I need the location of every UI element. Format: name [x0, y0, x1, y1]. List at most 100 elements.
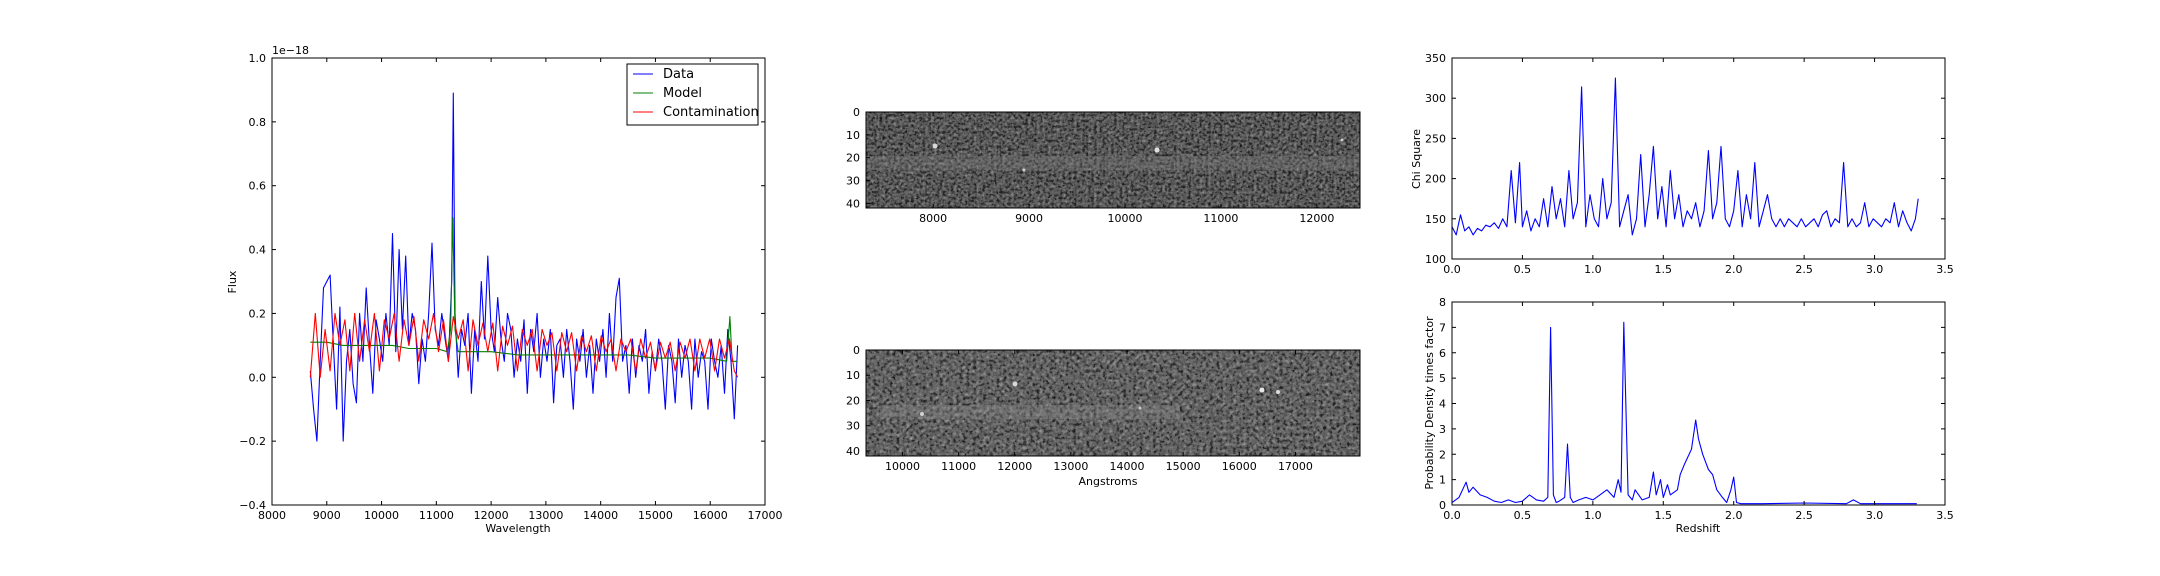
- image-bottom-x-tick-label: 15000: [1166, 460, 1201, 473]
- image-top-x-tick-label: 12000: [1299, 212, 1334, 225]
- legend-label-contamination: Contamination: [663, 105, 759, 120]
- image-bottom-noise: [866, 350, 1360, 456]
- image-bottom-x-tick-label: 17000: [1278, 460, 1313, 473]
- image-bottom-x-axis-label: Angstroms: [1079, 475, 1138, 488]
- image-bottom-x-tick-label: 12000: [997, 460, 1032, 473]
- probability-density-y-tick-label: 6: [1439, 347, 1446, 360]
- probability-density-x-tick-label: 3.5: [1936, 509, 1954, 522]
- image-bottom-y-tick-label: 0: [853, 344, 860, 357]
- probability-density-axes-frame: [1451, 301, 1946, 506]
- image-top-hot-pixel: [1154, 147, 1160, 153]
- chi-square-x-tick-label: 2.5: [1795, 263, 1813, 276]
- legend-label-data: Data: [663, 67, 694, 82]
- image-top-y-ticks: 0 10 20 30 40: [846, 106, 870, 210]
- probability-density-x-tick-label: 1.5: [1655, 509, 1673, 522]
- image-top-y-tick-label: 30: [846, 175, 860, 188]
- image-bottom-hot-pixel: [1276, 390, 1280, 394]
- spectrum-y-tick-label: −0.2: [239, 435, 266, 448]
- probability-density-x-tick-label: 2.0: [1725, 509, 1743, 522]
- spectrum-series-model: [310, 217, 738, 362]
- chi-square-x-tick-label: 0.5: [1514, 263, 1532, 276]
- spectrum-y-tick-label: 0.2: [249, 307, 267, 320]
- image-bottom-x-tick-label: 10000: [885, 460, 920, 473]
- spectrum-y-ticks: −0.4 −0.2 0.0 0.2 0.4 0.6 0.8 1.0: [239, 52, 765, 512]
- image-bottom-hot-pixel: [1012, 381, 1018, 387]
- image-bottom-y-tick-label: 10: [846, 369, 860, 382]
- probability-density-x-tick-label: 0.5: [1514, 509, 1532, 522]
- probability-density-y-tick-label: 4: [1439, 398, 1446, 411]
- probability-density-x-tick-label: 2.5: [1795, 509, 1813, 522]
- image-bottom-axes-frame: [865, 349, 1361, 457]
- chi-square-axes-frame: [1451, 57, 1946, 260]
- legend-label-model: Model: [663, 86, 702, 101]
- spectrum-y-tick-label: 0.0: [249, 371, 267, 384]
- chi-square-panel: 0.0 0.5 1.0 1.5 2.0 2.5 3.0 3.5 100 150 200 250 300…: [1410, 52, 1954, 276]
- chi-square-series-layer: [1452, 77, 1919, 236]
- image-bottom-x-tick-label: 13000: [1053, 460, 1088, 473]
- spectrum-x-tick-label: 9000: [313, 509, 341, 522]
- image-bottom-x-ticks: 10000 11000 12000 13000 14000 15000 16000 17000: [885, 350, 1313, 473]
- spectrum-x-tick-label: 14000: [583, 509, 618, 522]
- chi-square-y-tick-label: 350: [1425, 52, 1446, 65]
- spectrum-axes-frame: [271, 57, 766, 506]
- chi-square-y-tick-label: 300: [1425, 92, 1446, 105]
- image-bottom-y-tick-label: 40: [846, 445, 860, 458]
- spectrum-y-tick-label: 1.0: [249, 52, 267, 65]
- image-top-x-tick-label: 11000: [1203, 212, 1238, 225]
- spectrum-series-contamination: [309, 312, 739, 378]
- chi-square-y-ticks: 100 150 200 250 300 350: [1425, 52, 1945, 266]
- image-top-y-tick-label: 40: [846, 197, 860, 210]
- probability-density-x-tick-label: 3.0: [1866, 509, 1884, 522]
- spectrum-x-tick-label: 13000: [528, 509, 563, 522]
- image-bottom-trace: [880, 405, 1180, 419]
- image-top-x-tick-label: 10000: [1107, 212, 1142, 225]
- spectrum-x-tick-label: 10000: [364, 509, 399, 522]
- image-top-x-tick-label: 8000: [919, 212, 947, 225]
- probability-density-y-axis-label: Probability Density times factor: [1423, 316, 1436, 490]
- image-bottom-x-tick-label: 14000: [1110, 460, 1145, 473]
- image-bottom-panel: 10000 11000 12000 13000 14000 15000 16000 17000…: [846, 344, 1361, 488]
- spectrum-legend: Data Model Contamination: [626, 63, 759, 126]
- chi-square-y-axis-label: Chi Square: [1410, 129, 1423, 189]
- image-bottom-hot-pixel: [1138, 406, 1142, 410]
- probability-density-y-tick-label: 2: [1439, 448, 1446, 461]
- chi-square-series-line: [1452, 77, 1919, 236]
- probability-density-y-tick-label: 5: [1439, 372, 1446, 385]
- probability-density-series-line: [1452, 321, 1917, 505]
- chi-square-x-tick-label: 1.5: [1655, 263, 1673, 276]
- chi-square-x-ticks: 0.0 0.5 1.0 1.5 2.0 2.5 3.0 3.5: [1443, 58, 1954, 276]
- image-top-x-tick-label: 9000: [1015, 212, 1043, 225]
- chi-square-x-tick-label: 3.0: [1866, 263, 1884, 276]
- image-top-trace: [866, 156, 1360, 170]
- image-top-x-ticks: 8000 9000 10000 11000 12000: [919, 112, 1334, 225]
- spectrum-y-offset-text: 1e−18: [272, 44, 309, 57]
- probability-density-panel: 0.0 0.5 1.0 1.5 2.0 2.5 3.0 3.5 0 1 2 3 4 5 6 7 8 Redsh…: [1423, 296, 1954, 535]
- spectrum-panel: 8000 9000 10000 11000 12000 13000 14000 15000 16…: [226, 44, 783, 535]
- spectrum-y-tick-label: −0.4: [239, 499, 266, 512]
- chi-square-x-tick-label: 2.0: [1725, 263, 1743, 276]
- image-bottom-hot-pixel: [1259, 387, 1265, 393]
- probability-density-x-axis-label: Redshift: [1676, 522, 1721, 535]
- probability-density-y-tick-label: 1: [1439, 474, 1446, 487]
- probability-density-y-tick-label: 7: [1439, 321, 1446, 334]
- probability-density-x-ticks: 0.0 0.5 1.0 1.5 2.0 2.5 3.0 3.5: [1443, 302, 1954, 522]
- chi-square-y-tick-label: 200: [1425, 173, 1446, 186]
- probability-density-y-tick-label: 8: [1439, 296, 1446, 309]
- spectrum-x-axis-label: Wavelength: [485, 522, 550, 535]
- spectrum-x-ticks: 8000 9000 10000 11000 12000 13000 14000 15000 16…: [258, 58, 783, 522]
- probability-density-x-tick-label: 1.0: [1584, 509, 1602, 522]
- image-top-axes-frame: [865, 111, 1361, 209]
- spectrum-series-layer: [309, 92, 739, 442]
- chi-square-y-tick-label: 100: [1425, 253, 1446, 266]
- spectrum-series-data: [309, 92, 739, 442]
- image-top-y-tick-label: 10: [846, 129, 860, 142]
- probability-density-x-tick-label: 0.0: [1443, 509, 1461, 522]
- image-top-noise: [866, 112, 1360, 208]
- spectrum-x-tick-label: 16000: [693, 509, 728, 522]
- chi-square-x-tick-label: 3.5: [1936, 263, 1954, 276]
- image-bottom-y-tick-label: 20: [846, 394, 860, 407]
- image-bottom-x-tick-label: 11000: [941, 460, 976, 473]
- image-top-y-tick-label: 0: [853, 106, 860, 119]
- chi-square-x-tick-label: 0.0: [1443, 263, 1461, 276]
